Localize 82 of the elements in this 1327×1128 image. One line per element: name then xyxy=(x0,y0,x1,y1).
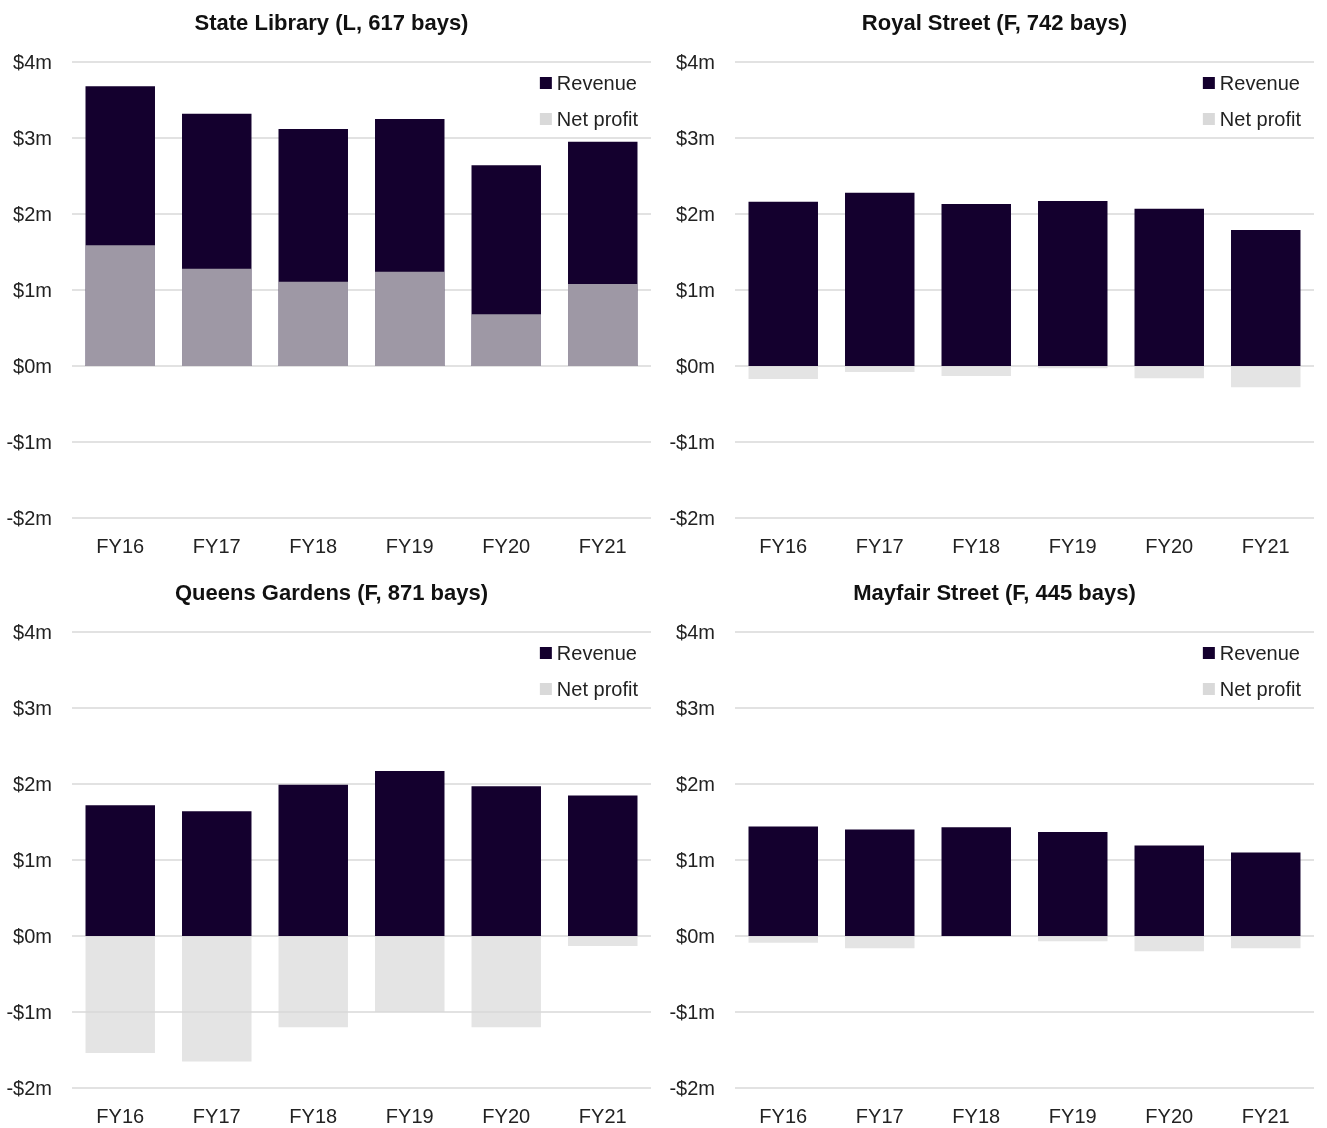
chart-title: State Library (L, 617 bays) xyxy=(194,9,469,35)
y-tick-label: $4m xyxy=(676,51,715,73)
y-tick-label: $1m xyxy=(13,279,52,301)
y-tick-label: $4m xyxy=(13,51,52,73)
chart-title: Royal Street (F, 742 bays) xyxy=(861,9,1128,35)
x-tick-label: FY17 xyxy=(192,1105,241,1127)
bar xyxy=(941,204,1011,366)
x-tick-label: FY19 xyxy=(1048,535,1097,557)
x-tick-label: FY20 xyxy=(1145,1105,1194,1127)
bar xyxy=(1231,852,1301,936)
y-tick-label: -$2m xyxy=(669,507,715,529)
bar xyxy=(941,827,1011,936)
y-tick-label: -$1m xyxy=(669,1001,715,1023)
y-tick-label: -$1m xyxy=(6,1001,52,1023)
bar xyxy=(1038,201,1108,366)
y-tick-label: -$1m xyxy=(6,431,52,453)
x-tick-label: FY21 xyxy=(1241,535,1290,557)
y-tick-label: $2m xyxy=(13,203,52,225)
bar xyxy=(1134,208,1204,366)
y-tick-label: $3m xyxy=(676,127,715,149)
bar xyxy=(1038,831,1108,936)
x-tick-label: FY17 xyxy=(855,535,904,557)
legend-label: Net profit xyxy=(556,108,639,130)
bar xyxy=(748,201,818,366)
y-tick-label: $3m xyxy=(676,697,715,719)
x-tick-label: FY18 xyxy=(952,1105,1001,1127)
y-tick-label: $2m xyxy=(13,773,52,795)
legend-label: Revenue xyxy=(1219,72,1300,94)
y-tick-label: -$1m xyxy=(669,431,715,453)
x-tick-label: FY19 xyxy=(385,535,434,557)
x-tick-label: FY21 xyxy=(1241,1105,1290,1127)
y-tick-label: $2m xyxy=(676,773,715,795)
x-tick-label: FY21 xyxy=(578,535,627,557)
x-tick-label: FY16 xyxy=(96,535,145,557)
bar xyxy=(182,811,252,936)
y-tick-label: $3m xyxy=(13,697,52,719)
y-tick-label: -$2m xyxy=(669,1077,715,1099)
y-tick-label: $1m xyxy=(676,849,715,871)
y-tick-label: $1m xyxy=(13,849,52,871)
x-tick-label: FY18 xyxy=(289,1105,338,1127)
legend-label: Net profit xyxy=(556,678,639,700)
x-tick-label: FY21 xyxy=(578,1105,627,1127)
legend-label: Revenue xyxy=(1219,642,1300,664)
y-tick-label: $0m xyxy=(13,355,52,377)
legend-label: Revenue xyxy=(556,72,637,94)
y-tick-label: $0m xyxy=(13,925,52,947)
bar xyxy=(85,805,155,936)
x-tick-label: FY20 xyxy=(482,535,531,557)
x-tick-label: FY18 xyxy=(289,535,338,557)
x-tick-label: FY16 xyxy=(759,535,808,557)
bar xyxy=(1134,845,1204,936)
x-tick-label: FY17 xyxy=(855,1105,904,1127)
y-tick-label: $1m xyxy=(676,279,715,301)
y-tick-label: $4m xyxy=(676,621,715,643)
bar xyxy=(748,826,818,936)
bar xyxy=(375,771,445,936)
y-tick-label: $0m xyxy=(676,925,715,947)
x-tick-label: FY20 xyxy=(482,1105,531,1127)
legend-label: Net profit xyxy=(1219,678,1302,700)
x-tick-label: FY19 xyxy=(1048,1105,1097,1127)
x-tick-label: FY16 xyxy=(96,1105,145,1127)
x-tick-label: FY20 xyxy=(1145,535,1194,557)
chart-title: Mayfair Street (F, 445 bays) xyxy=(853,579,1136,605)
y-tick-label: -$2m xyxy=(6,507,52,529)
y-tick-label: -$2m xyxy=(6,1077,52,1099)
bar xyxy=(845,829,915,936)
x-tick-label: FY17 xyxy=(192,535,241,557)
bar xyxy=(845,192,915,366)
y-tick-label: $0m xyxy=(676,355,715,377)
legend-label: Revenue xyxy=(556,642,637,664)
x-tick-label: FY18 xyxy=(952,535,1001,557)
y-tick-label: $3m xyxy=(13,127,52,149)
bar xyxy=(471,786,541,936)
bar xyxy=(278,784,348,936)
x-tick-label: FY19 xyxy=(385,1105,434,1127)
chart-title: Queens Gardens (F, 871 bays) xyxy=(174,579,489,605)
y-tick-label: $4m xyxy=(13,621,52,643)
legend-label: Net profit xyxy=(1219,108,1302,130)
bar xyxy=(1231,229,1301,366)
x-tick-label: FY16 xyxy=(759,1105,808,1127)
bar xyxy=(568,795,638,936)
y-tick-label: $2m xyxy=(676,203,715,225)
